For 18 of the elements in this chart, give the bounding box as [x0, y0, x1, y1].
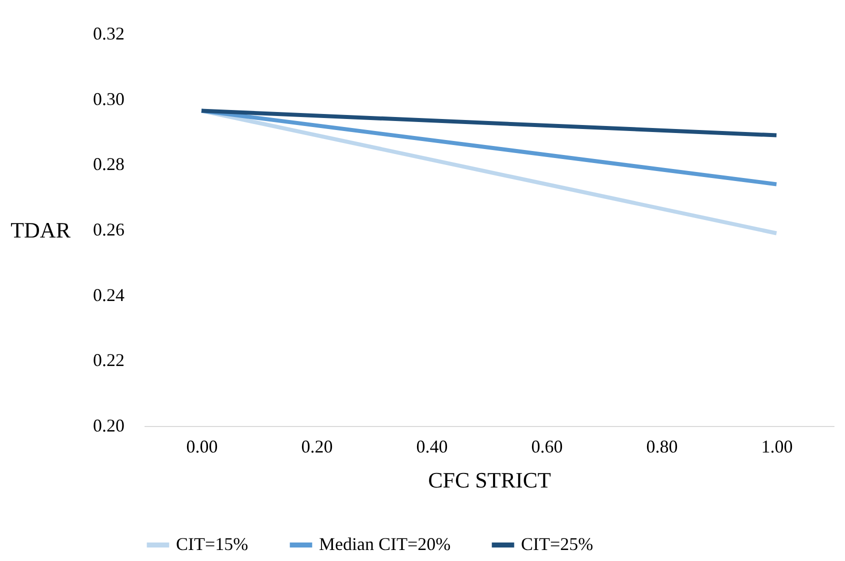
y-tick-label: 0.32 — [93, 24, 124, 44]
x-tick-label: 1.00 — [761, 436, 793, 456]
y-tick-label: 0.26 — [93, 220, 124, 240]
x-tick-label: 0.00 — [186, 436, 218, 456]
y-tick-label: 0.24 — [93, 284, 124, 305]
x-tick-label: 0.60 — [531, 436, 563, 456]
y-tick-label: 0.30 — [93, 88, 124, 109]
x-tick-label: 0.40 — [416, 436, 448, 456]
y-tick-label: 0.20 — [93, 416, 124, 436]
x-tick-label: 0.80 — [646, 436, 678, 456]
x-axis-title: CFC STRICT — [428, 468, 552, 492]
legend-label: CIT=25% — [521, 534, 594, 554]
y-axis-title: TDAR — [10, 218, 71, 242]
x-tick-label: 0.20 — [301, 436, 333, 456]
y-tick-label: 0.22 — [93, 350, 124, 370]
y-tick-label: 0.28 — [93, 154, 124, 174]
legend-label: Median CIT=20% — [319, 534, 451, 554]
legend-label: CIT=15% — [176, 534, 248, 554]
